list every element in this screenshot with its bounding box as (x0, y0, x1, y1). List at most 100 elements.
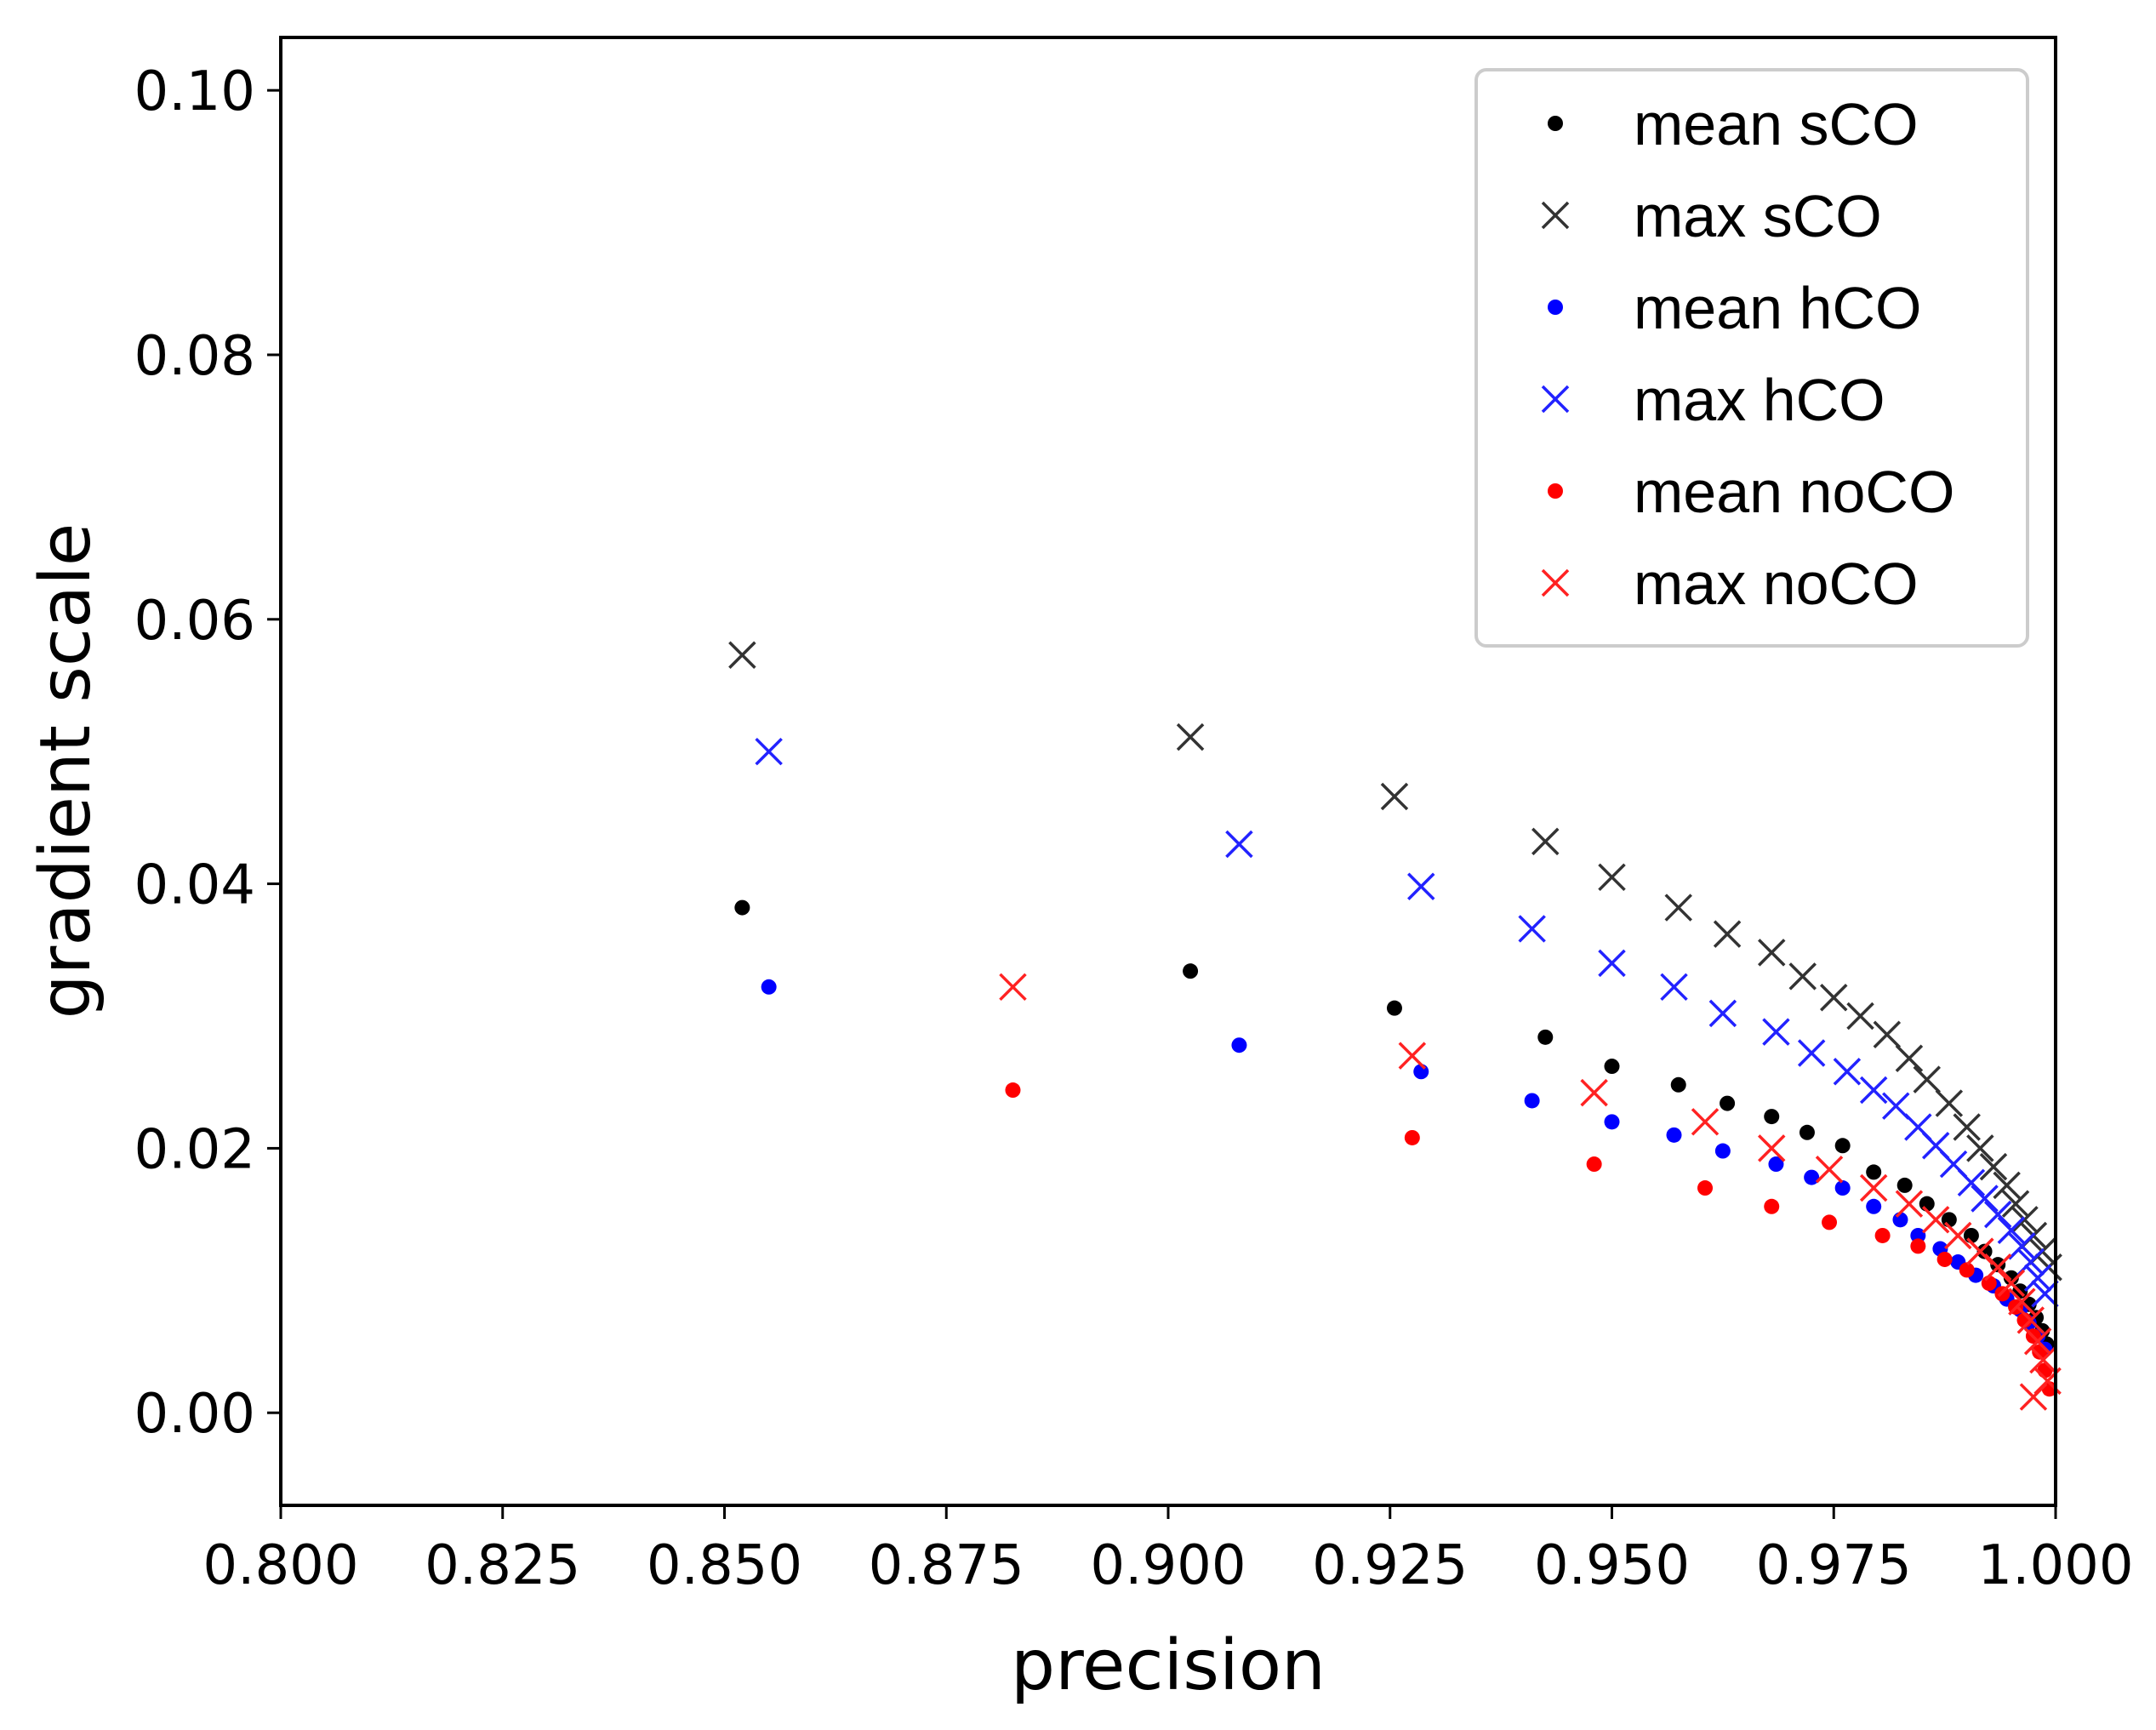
data-point (1997, 1216, 2026, 1244)
data-point (1691, 1108, 1720, 1136)
data-point (1979, 1152, 2008, 1181)
data-point (1895, 1044, 1924, 1072)
data-point (1666, 1127, 1682, 1143)
x-tick-label: 0.825 (425, 1534, 580, 1597)
data-point (1660, 973, 1688, 1002)
data-point (1518, 915, 1546, 943)
x-tick-label: 0.950 (1534, 1534, 1690, 1597)
data-point (1531, 827, 1560, 856)
data-point (1815, 1156, 1844, 1184)
data-point (1866, 1164, 1882, 1180)
data-point (1586, 1156, 1602, 1173)
data-point (1910, 1227, 1926, 1243)
data-point (1524, 1093, 1540, 1109)
x-tick-label: 0.900 (1090, 1534, 1246, 1597)
data-point (1404, 1129, 1420, 1145)
data-point (1764, 1198, 1780, 1214)
data-point (1834, 1180, 1851, 1196)
data-point (1983, 1200, 2012, 1229)
data-point (2011, 1206, 2039, 1234)
series-mean-sco (734, 899, 2055, 1352)
data-point (1764, 1109, 1780, 1125)
legend-marker (1541, 201, 1570, 230)
data-point (2003, 1270, 2019, 1286)
data-point (1895, 1190, 1924, 1218)
data-point (1896, 1177, 1913, 1193)
legend-marker (1548, 300, 1563, 315)
x-tick-label: 0.875 (869, 1534, 1024, 1597)
data-point (2029, 1345, 2057, 1374)
y-tick-label: 0.04 (134, 854, 256, 917)
data-point (1183, 963, 1199, 979)
data-point (1758, 939, 1786, 967)
data-point (1797, 1039, 1826, 1067)
data-point (1944, 1221, 1972, 1250)
data-point (2031, 1280, 2059, 1308)
x-tick-label: 0.925 (1312, 1534, 1468, 1597)
data-point (1670, 1076, 1686, 1093)
data-point (1720, 1095, 1736, 1111)
data-point (1859, 1076, 1888, 1105)
data-point (1833, 1058, 1862, 1086)
data-point (2008, 1288, 2036, 1316)
legend-marker (1541, 568, 1570, 597)
data-point (1913, 1065, 1942, 1093)
y-tick-label: 0.00 (134, 1383, 256, 1446)
data-point (1983, 1253, 2012, 1282)
data-point (1804, 1169, 1820, 1185)
data-point (1799, 1124, 1815, 1140)
data-point (734, 899, 750, 916)
data-point (1604, 1114, 1620, 1130)
data-point (1866, 1198, 1882, 1214)
legend-label: max hCO (1634, 367, 1885, 433)
data-point (1834, 1138, 1851, 1154)
data-point (1873, 1020, 1902, 1048)
data-point (2019, 1383, 2048, 1411)
data-point (1953, 1113, 1981, 1141)
legend: mean sCO max sCO mean hCO max hCO mean noCO m… (1474, 68, 2029, 648)
series-max-noco (999, 973, 2062, 1411)
data-point (2016, 1306, 2045, 1334)
data-point (1993, 1171, 2021, 1200)
legend-marker (1548, 116, 1563, 131)
data-point (2001, 1190, 2030, 1218)
data-point (1664, 894, 1692, 922)
data-point (1708, 999, 1737, 1028)
legend-marker (1541, 385, 1570, 414)
data-point (1225, 830, 1253, 859)
series-max-sco (728, 641, 2062, 1282)
data-point (1714, 1143, 1731, 1159)
data-point (1976, 1243, 1993, 1259)
data-point (1859, 1173, 1888, 1202)
data-point (1990, 1257, 2006, 1273)
data-point (1758, 1134, 1786, 1162)
data-point (1713, 920, 1742, 948)
legend-label: max sCO (1634, 183, 1882, 249)
data-point (1874, 1227, 1891, 1243)
data-point (1959, 1262, 1975, 1278)
legend-label: max noCO (1634, 551, 1919, 617)
data-point (1762, 1018, 1790, 1046)
legend-label: mean noCO (1634, 459, 1954, 525)
data-point (1386, 1000, 1402, 1016)
data-point (2008, 1232, 2036, 1260)
x-tick-label: 0.800 (202, 1534, 358, 1597)
data-point (1598, 949, 1626, 978)
data-point (1231, 1037, 1247, 1053)
data-point (999, 973, 1027, 1002)
data-point (755, 737, 783, 766)
data-point (1604, 1059, 1620, 1075)
y-tick-label: 0.08 (134, 325, 256, 388)
data-point (1598, 863, 1626, 892)
x-axis-label: precision (1011, 1625, 1326, 1706)
data-point (728, 641, 756, 669)
legend-label: mean hCO (1634, 275, 1921, 341)
data-point (1398, 1042, 1427, 1070)
data-point (1820, 984, 1848, 1012)
data-marks (728, 641, 2062, 1411)
data-point (1997, 1269, 2026, 1298)
data-point (1957, 1168, 1986, 1197)
series-mean-hco (761, 979, 2053, 1357)
y-axis: 0.00 0.02 0.04 0.06 0.08 0.10 (134, 60, 281, 1446)
